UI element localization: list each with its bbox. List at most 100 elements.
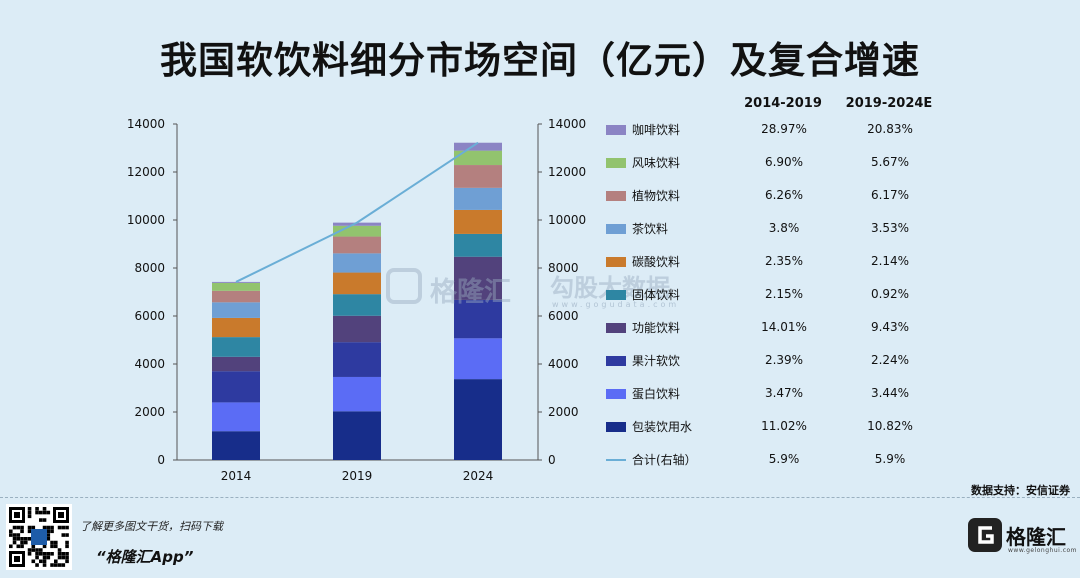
y-tick-label: 10000 xyxy=(127,213,165,227)
x-tick-label: 2019 xyxy=(342,469,373,483)
cagr-2014-2019-value: 3.8% xyxy=(768,221,800,235)
bar-segment xyxy=(212,290,260,303)
y2-tick-label: 6000 xyxy=(548,309,579,323)
bar-segment xyxy=(333,222,381,226)
cagr-2014-2019-value: 2.35% xyxy=(764,254,804,268)
cagr-2014-2019-value: 2.15% xyxy=(764,287,804,301)
table-header-2019-2024e: 2019-2024E xyxy=(845,96,933,111)
legend-swatch xyxy=(606,459,626,461)
bar-segment xyxy=(454,379,502,460)
bar-segment xyxy=(333,342,381,377)
y2-tick-label: 8000 xyxy=(548,261,579,275)
cagr-2014-2019-value: 6.90% xyxy=(764,155,804,169)
bar-segment xyxy=(333,253,381,273)
bar-segment xyxy=(333,225,381,237)
legend-row: 果汁软饮 2.39% 2.24% xyxy=(606,352,936,372)
watermark-brand: 格隆汇 xyxy=(430,277,511,308)
y2-tick-label: 10000 xyxy=(548,213,586,227)
legend-row: 合计(右轴） 5.9% 5.9% xyxy=(606,451,936,471)
legend-label: 功能饮料 xyxy=(632,321,681,335)
bar-segment xyxy=(454,256,502,300)
y-tick-label: 8000 xyxy=(134,261,165,275)
cagr-2014-2019-value: 11.02% xyxy=(761,419,807,433)
bar-segment xyxy=(454,142,502,151)
y2-tick-label: 12000 xyxy=(548,165,586,179)
legend-row: 碳酸饮料 2.35% 2.14% xyxy=(606,253,936,273)
bar-segment xyxy=(454,209,502,234)
legend-row: 功能饮料 14.01% 9.43% xyxy=(606,319,936,339)
cagr-2019-2024e-value: 9.43% xyxy=(870,320,910,334)
cagr-2014-2019-value: 3.47% xyxy=(764,386,804,400)
cagr-2019-2024e-value: 2.24% xyxy=(870,353,910,367)
bar-segment xyxy=(212,337,260,357)
bar-segment xyxy=(333,294,381,316)
legend-row: 蛋白饮料 3.47% 3.44% xyxy=(606,385,936,405)
legend-swatch xyxy=(606,422,626,432)
legend-label: 果汁软饮 xyxy=(632,354,681,368)
legend-label: 蛋白饮料 xyxy=(632,387,681,401)
brand-logo-text: 格隆汇 xyxy=(1006,525,1066,549)
total-line xyxy=(235,141,479,283)
y-tick-label: 2000 xyxy=(134,405,165,419)
x-tick-label: 2024 xyxy=(463,469,494,483)
cagr-2014-2019-value: 2.39% xyxy=(764,353,804,367)
bar-segment xyxy=(454,338,502,380)
bar-segment xyxy=(212,431,260,460)
legend-row: 风味饮料 6.90% 5.67% xyxy=(606,154,936,174)
bar-segment xyxy=(212,317,260,338)
cagr-2014-2019-value: 28.97% xyxy=(761,122,807,136)
legend-label: 碳酸饮料 xyxy=(632,255,681,269)
cagr-2019-2024e-value: 6.17% xyxy=(870,188,910,202)
chart-title: 我国软饮料细分市场空间（亿元）及复合增速 xyxy=(160,39,920,82)
brand-logo-url: www.gelonghui.com xyxy=(1008,547,1078,554)
promo-text: 了解更多图文干货，扫码下载 xyxy=(80,520,223,533)
source-note: 数据支持：安信证券 xyxy=(971,484,1070,497)
promo-app-name: “格隆汇App” xyxy=(96,548,194,566)
cagr-2019-2024e-value: 20.83% xyxy=(867,122,913,136)
cagr-2014-2019-value: 6.26% xyxy=(764,188,804,202)
cagr-2014-2019-value: 5.9% xyxy=(768,452,800,466)
bar-segment xyxy=(212,282,260,291)
bar-segment xyxy=(333,411,381,460)
cagr-2019-2024e-value: 3.44% xyxy=(870,386,910,400)
qr-code-icon[interactable] xyxy=(6,504,72,570)
watermark-divider xyxy=(538,270,539,306)
bar-segment xyxy=(212,371,260,403)
y-tick-label: 4000 xyxy=(134,357,165,371)
cagr-2019-2024e-value: 0.92% xyxy=(870,287,910,301)
legend-swatch xyxy=(606,356,626,366)
y-tick-label: 6000 xyxy=(134,309,165,323)
bar-segment xyxy=(212,402,260,432)
y2-tick-label: 4000 xyxy=(548,357,579,371)
bar-segment xyxy=(454,150,502,166)
y2-tick-label: 0 xyxy=(548,453,556,467)
legend-swatch xyxy=(606,323,626,333)
y-tick-label: 0 xyxy=(157,453,165,467)
cagr-2019-2024e-value: 5.67% xyxy=(870,155,910,169)
cagr-2019-2024e-value: 2.14% xyxy=(870,254,910,268)
legend-label: 包装饮用水 xyxy=(632,420,693,434)
legend-swatch xyxy=(606,158,626,168)
legend-row: 咖啡饮料 28.97% 20.83% xyxy=(606,121,936,141)
cagr-2014-2019-value: 14.01% xyxy=(761,320,807,334)
y2-tick-label: 14000 xyxy=(548,117,586,131)
legend-label: 合计(右轴） xyxy=(632,453,697,467)
watermark-logo-icon xyxy=(386,268,422,304)
bar-segment xyxy=(333,376,381,412)
bar-segment xyxy=(454,187,502,210)
legend-swatch xyxy=(606,389,626,399)
y-tick-label: 14000 xyxy=(127,117,165,131)
legend-row: 植物饮料 6.26% 6.17% xyxy=(606,187,936,207)
legend-swatch xyxy=(606,290,626,300)
bar-segment xyxy=(333,272,381,295)
legend-label: 咖啡饮料 xyxy=(632,123,681,137)
y-tick-label: 12000 xyxy=(127,165,165,179)
legend-row: 茶饮料 3.8% 3.53% xyxy=(606,220,936,240)
watermark-site: www.gogudata.com xyxy=(552,300,680,309)
bar-segment xyxy=(212,302,260,318)
brand-logo-icon xyxy=(968,518,1002,552)
bar-segment xyxy=(333,236,381,254)
legend-row: 包装饮用水 11.02% 10.82% xyxy=(606,418,936,438)
cagr-2019-2024e-value: 10.82% xyxy=(867,419,913,433)
